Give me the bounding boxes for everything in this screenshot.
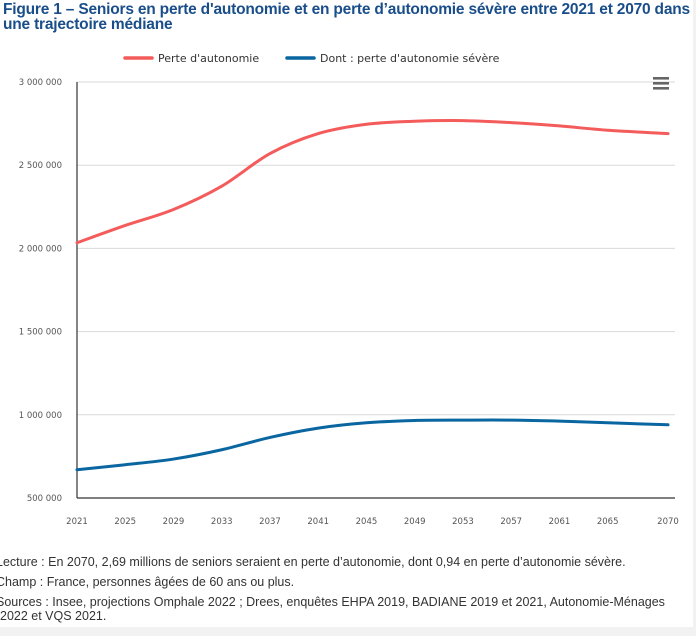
y-tick-label: 1 500 000 — [19, 328, 62, 338]
grid-lines — [77, 81, 675, 416]
note-lecture: Lecture : En 2070, 2,69 millions de seni… — [0, 555, 626, 569]
x-axis-labels: 2021 2025 2029 2033 2037 2041 2045 2049 2053 2057… — [66, 517, 679, 527]
x-tick-label: 2061 — [549, 517, 571, 527]
y-tick-label: 1 000 000 — [19, 411, 62, 421]
x-tick-label: 2041 — [307, 517, 329, 527]
note-sources: Sources : Insee, projections Omphale 202… — [0, 595, 665, 623]
legend: Perte d'autonomie Dont : perte d'autonomi… — [123, 52, 500, 65]
x-tick-label: 2045 — [356, 517, 378, 527]
x-tick-label: 2025 — [114, 517, 136, 527]
legend-label-1: Perte d'autonomie — [158, 52, 259, 65]
series-line-2 — [75, 418, 670, 472]
legend-label-2: Dont : perte d'autonomie sévère — [320, 52, 500, 65]
menu-bar-3 — [653, 87, 669, 90]
x-tick-label: 2037 — [259, 517, 281, 527]
series-lines — [75, 119, 670, 472]
figure-notes: Lecture : En 2070, 2,69 millions de seni… — [0, 555, 693, 623]
figure-title: Figure 1 – Seniors en perte d'autonomie … — [3, 1, 690, 33]
x-tick-label: 2033 — [211, 517, 233, 527]
series-line-1 — [75, 119, 670, 245]
x-tick-label: 2053 — [452, 517, 474, 527]
y-tick-label: 3 000 000 — [19, 78, 62, 88]
x-tick-label: 2065 — [597, 517, 619, 527]
menu-bar-1 — [653, 77, 669, 80]
x-tick-label: 2021 — [66, 517, 88, 527]
y-tick-label: 500 000 — [27, 494, 62, 504]
y-axis-labels: 500 000 1 000 000 1 500 000 2 000 000 2 500 … — [19, 78, 62, 504]
hamburger-menu-icon[interactable] — [653, 77, 669, 90]
x-tick-label: 2029 — [163, 517, 185, 527]
x-tick-label: 2057 — [500, 517, 522, 527]
note-champ: Champ : France, personnes âgées de 60 an… — [0, 575, 295, 589]
x-tick-label: 2049 — [404, 517, 426, 527]
x-tick-label: 2070 — [657, 517, 679, 527]
line-chart: Perte d'autonomie Dont : perte d'autonomi… — [19, 52, 679, 527]
axes — [76, 82, 675, 499]
menu-bar-2 — [653, 82, 669, 85]
y-tick-label: 2 000 000 — [19, 244, 62, 254]
chart-menu-button[interactable] — [650, 74, 672, 94]
y-tick-label: 2 500 000 — [19, 161, 62, 171]
